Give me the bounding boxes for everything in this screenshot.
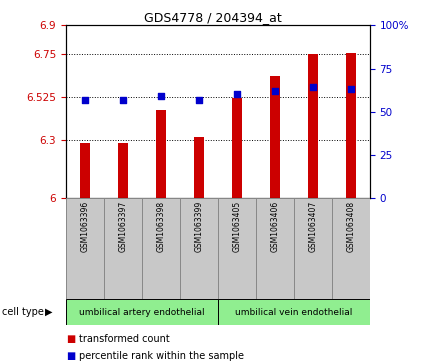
Bar <box>66 299 218 325</box>
Bar <box>346 53 355 198</box>
Point <box>157 93 164 99</box>
Bar <box>118 143 127 198</box>
Text: GSM1063397: GSM1063397 <box>118 201 127 252</box>
Bar <box>232 98 241 198</box>
Point <box>233 91 240 97</box>
Bar <box>256 198 294 299</box>
Text: GSM1063398: GSM1063398 <box>156 201 165 252</box>
Bar <box>294 198 332 299</box>
Bar <box>142 198 180 299</box>
Bar <box>104 198 142 299</box>
Bar <box>194 138 204 198</box>
Text: percentile rank within the sample: percentile rank within the sample <box>79 351 244 362</box>
Text: cell type: cell type <box>2 307 44 317</box>
Bar <box>218 198 256 299</box>
Text: umbilical artery endothelial: umbilical artery endothelial <box>79 308 205 317</box>
Text: GSM1063399: GSM1063399 <box>194 201 203 252</box>
Text: umbilical vein endothelial: umbilical vein endothelial <box>235 308 352 317</box>
Text: ▶: ▶ <box>45 307 52 317</box>
Point <box>347 86 354 92</box>
Text: GSM1063407: GSM1063407 <box>308 201 317 252</box>
Point <box>196 97 202 102</box>
Bar <box>80 143 90 198</box>
Bar <box>218 299 370 325</box>
Text: transformed count: transformed count <box>79 334 170 344</box>
Point <box>119 97 126 102</box>
Text: GSM1063408: GSM1063408 <box>346 201 355 252</box>
Bar <box>156 110 166 198</box>
Point <box>309 85 316 90</box>
Point <box>272 88 278 94</box>
Text: ■: ■ <box>66 334 75 344</box>
Bar <box>308 54 317 198</box>
Bar <box>270 76 280 198</box>
Text: GSM1063396: GSM1063396 <box>80 201 89 252</box>
Bar <box>332 198 370 299</box>
Bar <box>66 198 104 299</box>
Point <box>82 97 88 102</box>
Text: GSM1063405: GSM1063405 <box>232 201 241 252</box>
Text: GDS4778 / 204394_at: GDS4778 / 204394_at <box>144 11 281 24</box>
Text: GSM1063406: GSM1063406 <box>270 201 279 252</box>
Bar <box>180 198 218 299</box>
Text: ■: ■ <box>66 351 75 362</box>
